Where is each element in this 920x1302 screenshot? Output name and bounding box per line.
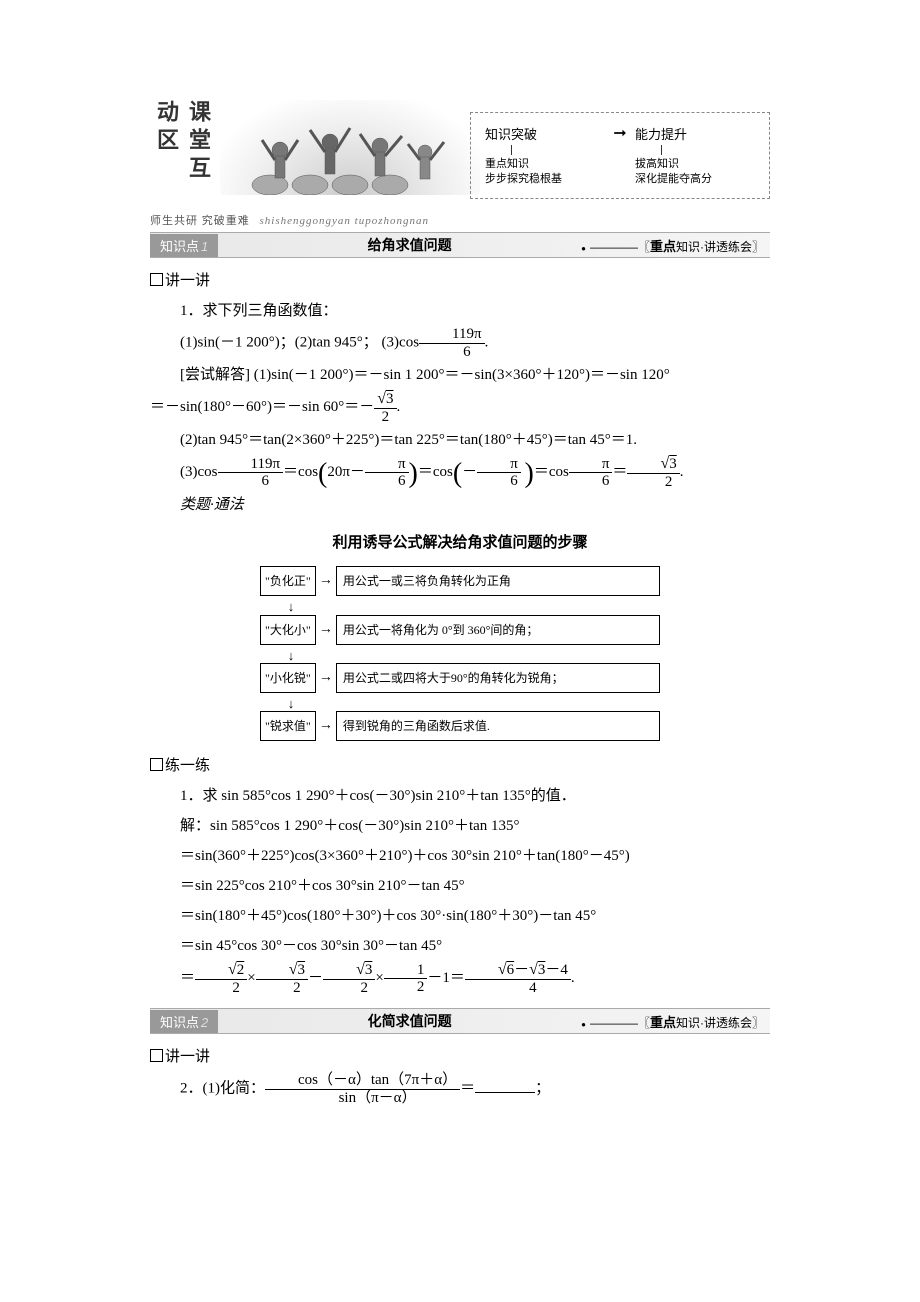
section-right: ●————〖重点知识·讲透练会〗: [581, 236, 770, 255]
flow-tag: "锐求值": [260, 711, 316, 741]
answer-2: (2)tan 945°＝tan(2×360°＋225°)＝tan 225°＝ta…: [150, 425, 770, 455]
q2: 2．(1)化简：cos（－α）tan（7π＋α）sin（π－α）＝；: [150, 1072, 770, 1106]
section-tag: 知识点2: [150, 1010, 218, 1033]
lecture-heading: 讲一讲: [150, 266, 770, 296]
section-bar-2: 知识点2 化简求值问题 ●————〖重点知识·讲透练会〗: [150, 1008, 770, 1034]
method-label: 类题·通法: [150, 490, 770, 520]
answer-1b: ＝－sin(180°－60°)＝－sin 60°＝－√32.: [150, 390, 770, 425]
p1-l0: 解：sin 585°cos 1 290°＋cos(－30°)sin 210°＋t…: [150, 811, 770, 841]
subtitle-pinyin: shishenggongyan tupozhongnan: [260, 215, 429, 227]
section-right: ●————〖重点知识·讲透练会〗: [581, 1012, 770, 1031]
flow-tag: "负化正": [260, 566, 316, 596]
banner-right-box: 知识突破 ➞ 能力提升 重点知识 步步探究稳根基 拔高知识 深化提能夺高分: [470, 112, 770, 199]
arrow-icon: ➞: [605, 123, 635, 143]
flow-box: 得到锐角的三角函数后求值.: [336, 711, 660, 741]
vertical-title: 课堂互动区: [150, 100, 214, 210]
flow-diagram: "负化正" → 用公式一或三将负角转化为正角 ↓ "大化小" → 用公式一将角化…: [260, 566, 660, 741]
answer-1a: [尝试解答] (1)sin(－1 200°)＝－sin 1 200°＝－sin(…: [150, 360, 770, 390]
header-banner: 课堂互动区: [150, 100, 770, 220]
p1-l4: ＝sin 45°cos 30°－cos 30°sin 30°－tan 45°: [150, 931, 770, 961]
flow-tag: "大化小": [260, 615, 316, 645]
arrow-down-icon: ↓: [286, 602, 296, 612]
p1-l3: ＝sin(180°＋45°)cos(180°＋30°)＋cos 30°·sin(…: [150, 901, 770, 931]
p1-l5: ＝√22×√32－√32×12－1＝√6－√3－44.: [150, 961, 770, 996]
subtitle-cn: 师生共研 究破重难: [150, 215, 250, 227]
q1-parts: (1)sin(－1 200°)；(2)tan 945°； (3)cos119π6…: [150, 326, 770, 360]
method-title: 利用诱导公式解决给角求值问题的步骤: [150, 528, 770, 558]
section-title: 给角求值问题: [238, 235, 581, 255]
section-title: 化简求值问题: [238, 1011, 581, 1031]
banner-subtitle: 师生共研 究破重难 shishenggongyan tupozhongnan: [150, 212, 480, 228]
br-sub-l1: 重点知识: [485, 157, 605, 172]
banner-left: 课堂互动区: [150, 100, 480, 228]
br-top-left: 知识突破: [485, 124, 605, 143]
practice-heading: 练一练: [150, 751, 770, 781]
p1-l1: ＝sin(360°＋225°)cos(3×360°＋210°)＋cos 30°s…: [150, 841, 770, 871]
flow-row: "锐求值" → 得到锐角的三角函数后求值.: [260, 711, 660, 741]
arrow-right-icon: →: [316, 712, 336, 740]
arrow-right-icon: →: [316, 616, 336, 644]
arrow-down-icon: ↓: [286, 651, 296, 661]
p1-l2: ＝sin 225°cos 210°＋cos 30°sin 210°－tan 45…: [150, 871, 770, 901]
flow-row: "大化小" → 用公式一将角化为 0°到 360°间的角；: [260, 615, 660, 645]
section-tag: 知识点1: [150, 234, 218, 257]
lecture-heading-2: 讲一讲: [150, 1042, 770, 1072]
br-top-right: 能力提升: [635, 124, 755, 143]
flow-tag: "小化锐": [260, 663, 316, 693]
blank-fill: [475, 1092, 535, 1093]
br-sub-r1: 拔高知识: [635, 157, 755, 172]
flow-row: "负化正" → 用公式一或三将负角转化为正角: [260, 566, 660, 596]
flow-row: "小化锐" → 用公式二或四将大于90°的角转化为锐角；: [260, 663, 660, 693]
br-sub-r2: 深化提能夺高分: [635, 172, 755, 187]
flow-box: 用公式一或三将负角转化为正角: [336, 566, 660, 596]
flow-box: 用公式二或四将大于90°的角转化为锐角；: [336, 663, 660, 693]
br-sub-l2: 步步探究稳根基: [485, 172, 605, 187]
crowd-illustration: [220, 100, 480, 195]
q1-intro: 1．求下列三角函数值：: [150, 296, 770, 326]
section-bar-1: 知识点1 给角求值问题 ●————〖重点知识·讲透练会〗: [150, 232, 770, 258]
answer-3: (3)cos119π6＝cos(20π－π6)＝cos(－π6 )＝cosπ6＝…: [150, 455, 770, 490]
arrow-down-icon: ↓: [286, 699, 296, 709]
p1-question: 1．求 sin 585°cos 1 290°＋cos(－30°)sin 210°…: [150, 781, 770, 811]
arrow-right-icon: →: [316, 567, 336, 595]
flow-box: 用公式一将角化为 0°到 360°间的角；: [336, 615, 660, 645]
arrow-right-icon: →: [316, 664, 336, 692]
